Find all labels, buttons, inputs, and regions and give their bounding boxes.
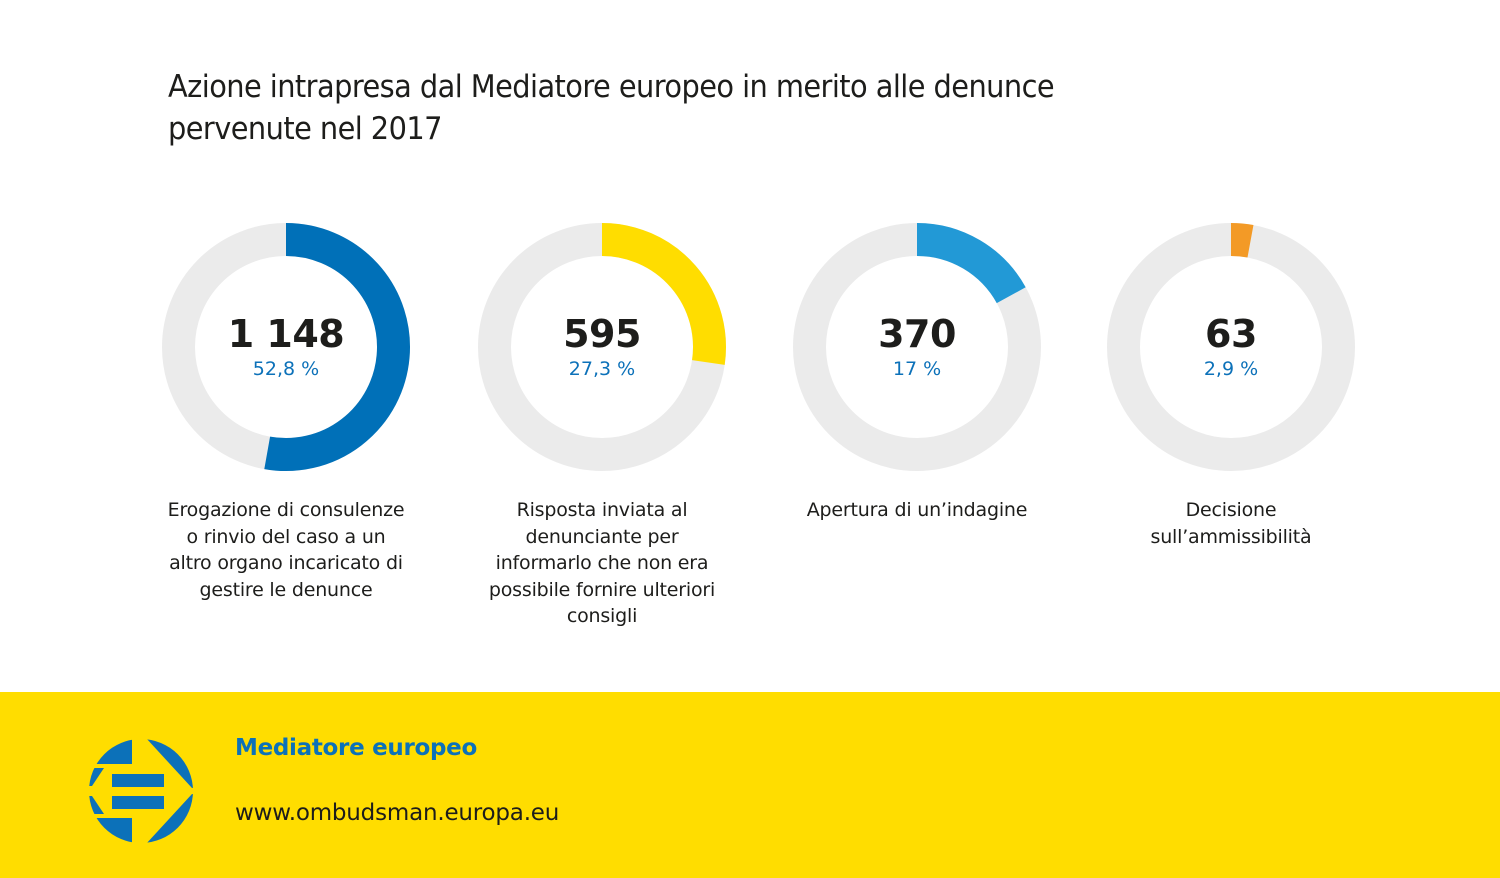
organization-name: Mediatore europeo (235, 735, 477, 761)
european-ombudsman-logo-icon (89, 739, 193, 843)
donut-center-1: 1 148 52,8 % (176, 312, 396, 382)
organization-url[interactable]: www.ombudsman.europa.eu (235, 800, 560, 826)
caption-line: altro organo incaricato di (169, 552, 403, 574)
donut-segment-2 (601, 223, 726, 365)
caption-line: denunciante per (525, 525, 679, 548)
donut-caption-3: Apertura di un’indagine (782, 497, 1052, 524)
caption-line: Decisione (1185, 499, 1277, 521)
donut-segment-1 (264, 223, 410, 471)
donut-segment-3 (916, 223, 1026, 304)
donut-charts (162, 223, 1355, 471)
donut-value-label: 370 (878, 312, 956, 356)
donut-center-2: 595 27,3 % (492, 312, 712, 382)
chart-title: Azione intrapresa dal Mediatore europeo … (168, 66, 1191, 150)
caption-line: possibile fornire ulteriori (488, 578, 716, 601)
donut-caption-2: Risposta inviata al denunciante per inform… (467, 497, 737, 630)
donut-percent-label: 2,9 % (1203, 358, 1259, 380)
donut-percent-label: 27,3 % (568, 358, 636, 380)
chart-title-line-1: Azione intrapresa dal Mediatore europeo … (168, 69, 1055, 105)
donut-percent-label: 52,8 % (252, 358, 320, 380)
caption-line: gestire le denunce (199, 578, 373, 601)
donut-center-4: 63 2,9 % (1121, 312, 1341, 382)
donut-caption-1: Erogazione di consulenze o rinvio del cas… (151, 497, 421, 603)
caption-line: informarlo che non era (495, 552, 709, 574)
caption-line: consigli (566, 605, 638, 627)
caption-line: Erogazione di consulenze (167, 499, 405, 521)
caption-line: Apertura di un’indagine (806, 499, 1028, 521)
footer-banner (0, 692, 1500, 878)
donut-percent-label: 17 % (892, 358, 942, 380)
donut-value-label: 1 148 (227, 312, 345, 356)
donut-caption-4: Decisione sull’ammissibilità (1096, 497, 1366, 550)
chart-title-line-2: pervenute nel 2017 (168, 111, 443, 147)
caption-line: o rinvio del caso a un (186, 525, 386, 548)
donut-center-3: 370 17 % (807, 312, 1027, 382)
caption-line: sull’ammissibilità (1150, 525, 1312, 548)
donut-value-label: 63 (1205, 312, 1257, 356)
caption-line: Risposta inviata al (516, 499, 688, 521)
donut-segment-4 (1230, 223, 1254, 258)
donut-value-label: 595 (563, 312, 641, 356)
